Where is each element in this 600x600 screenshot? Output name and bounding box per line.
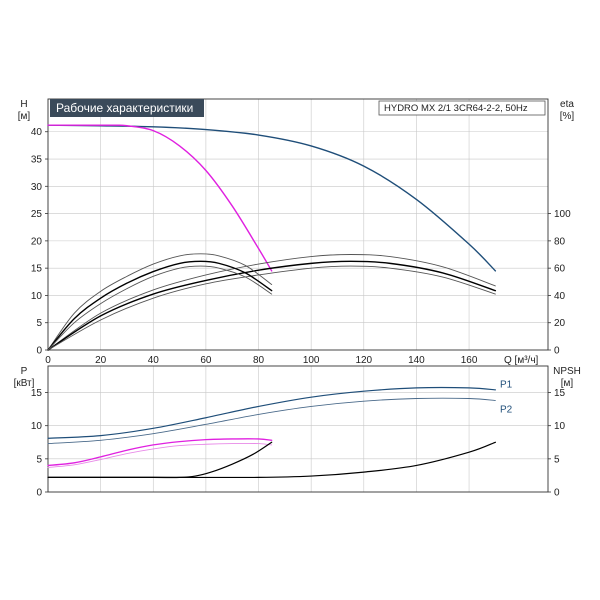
top-y-tick-label: 40	[31, 127, 43, 138]
top-series-eta_single_mid	[47, 260, 273, 351]
top-x-tick-label: 120	[355, 355, 372, 366]
top-y-tick-label: 35	[31, 155, 43, 166]
top-y-axis-unit: [м]	[18, 111, 31, 122]
top-x-tick-label: 60	[200, 355, 212, 366]
top-x-tick-label: 100	[303, 355, 320, 366]
bottom-series-p2_single	[47, 443, 273, 468]
top-y2-tick-label: 80	[554, 236, 566, 247]
top-y2-tick-label: 60	[554, 264, 566, 275]
bottom-y-tick-label: 15	[31, 388, 43, 399]
top-series-h_single	[47, 124, 273, 272]
bottom-series-p2_full	[47, 397, 496, 445]
top-y-tick-label: 20	[31, 236, 43, 247]
bottom-series-label-p2: P2	[500, 405, 513, 416]
top-y2-tick-label: 0	[554, 346, 560, 357]
bottom-series-label-p1: P1	[500, 379, 513, 390]
bottom-y-axis-label: P	[21, 366, 28, 377]
top-plot-frame	[47, 98, 549, 351]
top-x-axis-label: Q [м³/ч]	[504, 355, 539, 366]
top-y2-axis-label: eta	[560, 99, 574, 110]
top-x-tick-label: 80	[253, 355, 265, 366]
top-y2-tick-label: 100	[554, 209, 571, 220]
bottom-y2-axis-label: NPSH	[553, 366, 581, 377]
top-x-tick-label: 40	[148, 355, 160, 366]
top-series-h_full	[47, 124, 497, 272]
bottom-y-tick-label: 0	[36, 488, 42, 499]
top-y2-tick-label: 40	[554, 291, 566, 302]
top-series-eta_full_mid	[47, 260, 497, 351]
top-y2-tick-label: 20	[554, 318, 566, 329]
top-y-tick-label: 5	[36, 318, 42, 329]
bottom-series-p1_single	[47, 438, 273, 467]
top-y-tick-label: 25	[31, 209, 43, 220]
bottom-series-npsh_full	[47, 441, 496, 479]
bottom-y2-tick-label: 10	[554, 421, 566, 432]
bottom-y2-tick-label: 0	[554, 488, 560, 499]
top-series-eta_full_lower	[47, 265, 496, 351]
top-x-tick-label: 140	[408, 355, 425, 366]
bottom-y-tick-label: 5	[36, 454, 42, 465]
top-y-axis-label: H	[20, 99, 27, 110]
bottom-y-tick-label: 10	[31, 421, 43, 432]
top-y-tick-label: 30	[31, 182, 43, 193]
top-x-tick-label: 0	[45, 355, 51, 366]
chart-title-box	[50, 99, 204, 117]
bottom-plot-frame	[47, 365, 549, 493]
top-series-eta_full_upper	[47, 254, 496, 351]
top-y-tick-label: 10	[31, 291, 43, 302]
model-label-box	[378, 100, 546, 116]
chart-title: Рабочие характеристики	[56, 101, 193, 115]
bottom-y2-tick-label: 15	[554, 388, 566, 399]
top-series-eta_single_upper	[47, 253, 273, 351]
bottom-y2-tick-label: 5	[554, 454, 560, 465]
top-y2-axis-unit: [%]	[560, 111, 575, 122]
top-x-tick-label: 20	[95, 355, 107, 366]
top-y-tick-label: 15	[31, 264, 43, 275]
top-y-tick-label: 0	[36, 346, 42, 357]
top-series-eta_single_lower	[47, 265, 273, 351]
top-x-tick-label: 160	[461, 355, 478, 366]
bottom-series-p1_full	[47, 386, 496, 439]
bottom-y2-axis-unit: [м]	[561, 378, 574, 389]
head-efficiency-panel: 0 5 10 15 20 25 30 35 40 0 20 40 60 80 100 0 20 40 60 80 100…	[18, 98, 575, 366]
bottom-y-axis-unit: [кВт]	[14, 378, 35, 389]
model-label: HYDRO MX 2/1 3CR64-2-2, 50Hz	[384, 103, 528, 114]
